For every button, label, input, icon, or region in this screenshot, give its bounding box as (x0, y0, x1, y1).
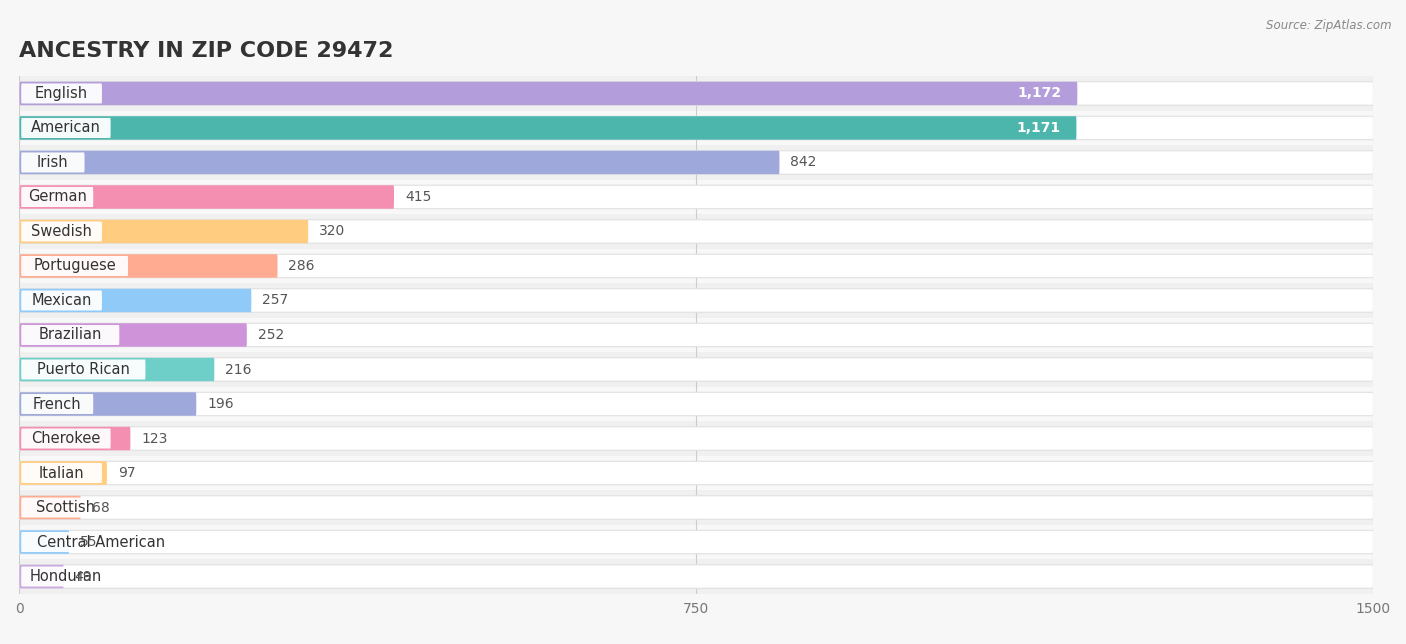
FancyBboxPatch shape (21, 532, 180, 552)
FancyBboxPatch shape (20, 116, 1374, 140)
FancyBboxPatch shape (21, 153, 84, 173)
FancyBboxPatch shape (10, 456, 1382, 490)
Text: Honduran: Honduran (30, 569, 103, 584)
Text: 68: 68 (91, 500, 110, 515)
FancyBboxPatch shape (21, 84, 103, 104)
FancyBboxPatch shape (20, 496, 80, 519)
Text: 123: 123 (141, 431, 167, 446)
Text: 55: 55 (80, 535, 97, 549)
Text: Portuguese: Portuguese (34, 258, 115, 274)
FancyBboxPatch shape (10, 145, 1382, 180)
FancyBboxPatch shape (20, 323, 247, 346)
Text: Irish: Irish (37, 155, 69, 170)
FancyBboxPatch shape (21, 222, 103, 242)
FancyBboxPatch shape (21, 325, 120, 345)
FancyBboxPatch shape (20, 82, 1374, 105)
FancyBboxPatch shape (10, 317, 1382, 352)
FancyBboxPatch shape (10, 111, 1382, 145)
FancyBboxPatch shape (21, 359, 145, 379)
FancyBboxPatch shape (21, 428, 111, 448)
FancyBboxPatch shape (21, 567, 111, 587)
FancyBboxPatch shape (21, 498, 111, 518)
FancyBboxPatch shape (20, 220, 1374, 243)
FancyBboxPatch shape (20, 496, 1374, 519)
FancyBboxPatch shape (10, 76, 1382, 111)
FancyBboxPatch shape (21, 187, 93, 207)
Text: 1,171: 1,171 (1017, 121, 1060, 135)
FancyBboxPatch shape (20, 151, 1374, 174)
FancyBboxPatch shape (20, 565, 1374, 588)
FancyBboxPatch shape (20, 82, 1077, 105)
FancyBboxPatch shape (20, 254, 1374, 278)
FancyBboxPatch shape (21, 463, 103, 483)
FancyBboxPatch shape (10, 180, 1382, 214)
FancyBboxPatch shape (20, 392, 1374, 416)
FancyBboxPatch shape (20, 289, 252, 312)
Text: 49: 49 (75, 569, 91, 583)
FancyBboxPatch shape (20, 116, 1077, 140)
FancyBboxPatch shape (20, 461, 107, 485)
FancyBboxPatch shape (10, 387, 1382, 421)
FancyBboxPatch shape (20, 358, 214, 381)
FancyBboxPatch shape (10, 421, 1382, 456)
Text: Scottish: Scottish (37, 500, 96, 515)
FancyBboxPatch shape (20, 530, 69, 554)
Text: 842: 842 (790, 155, 817, 169)
FancyBboxPatch shape (20, 185, 1374, 209)
Text: Puerto Rican: Puerto Rican (37, 362, 129, 377)
FancyBboxPatch shape (20, 565, 63, 588)
FancyBboxPatch shape (10, 559, 1382, 594)
Text: 415: 415 (405, 190, 432, 204)
Text: ANCESTRY IN ZIP CODE 29472: ANCESTRY IN ZIP CODE 29472 (20, 41, 394, 61)
FancyBboxPatch shape (20, 151, 779, 174)
FancyBboxPatch shape (20, 530, 1374, 554)
FancyBboxPatch shape (20, 185, 394, 209)
Text: Swedish: Swedish (31, 224, 91, 239)
Text: German: German (28, 189, 87, 205)
FancyBboxPatch shape (20, 220, 308, 243)
FancyBboxPatch shape (20, 289, 1374, 312)
FancyBboxPatch shape (20, 427, 131, 450)
FancyBboxPatch shape (20, 254, 277, 278)
Text: 1,172: 1,172 (1017, 86, 1062, 100)
Text: 257: 257 (262, 294, 288, 307)
Text: Mexican: Mexican (31, 293, 91, 308)
Text: 286: 286 (288, 259, 315, 273)
Text: American: American (31, 120, 101, 135)
FancyBboxPatch shape (10, 490, 1382, 525)
Text: 320: 320 (319, 225, 346, 238)
FancyBboxPatch shape (20, 427, 1374, 450)
FancyBboxPatch shape (10, 283, 1382, 317)
FancyBboxPatch shape (21, 256, 128, 276)
FancyBboxPatch shape (21, 118, 111, 138)
FancyBboxPatch shape (21, 394, 93, 414)
Text: 196: 196 (207, 397, 233, 411)
Text: Italian: Italian (39, 466, 84, 480)
FancyBboxPatch shape (10, 214, 1382, 249)
Text: Source: ZipAtlas.com: Source: ZipAtlas.com (1267, 19, 1392, 32)
FancyBboxPatch shape (10, 525, 1382, 559)
FancyBboxPatch shape (20, 461, 1374, 485)
FancyBboxPatch shape (20, 323, 1374, 346)
Text: French: French (32, 397, 82, 412)
FancyBboxPatch shape (20, 392, 197, 416)
Text: 97: 97 (118, 466, 135, 480)
FancyBboxPatch shape (20, 358, 1374, 381)
FancyBboxPatch shape (10, 352, 1382, 387)
Text: English: English (35, 86, 89, 101)
Text: 216: 216 (225, 363, 252, 377)
FancyBboxPatch shape (21, 290, 103, 310)
Text: Cherokee: Cherokee (31, 431, 101, 446)
Text: 252: 252 (257, 328, 284, 342)
FancyBboxPatch shape (10, 249, 1382, 283)
Text: Brazilian: Brazilian (38, 328, 103, 343)
Text: Central American: Central American (37, 535, 165, 549)
